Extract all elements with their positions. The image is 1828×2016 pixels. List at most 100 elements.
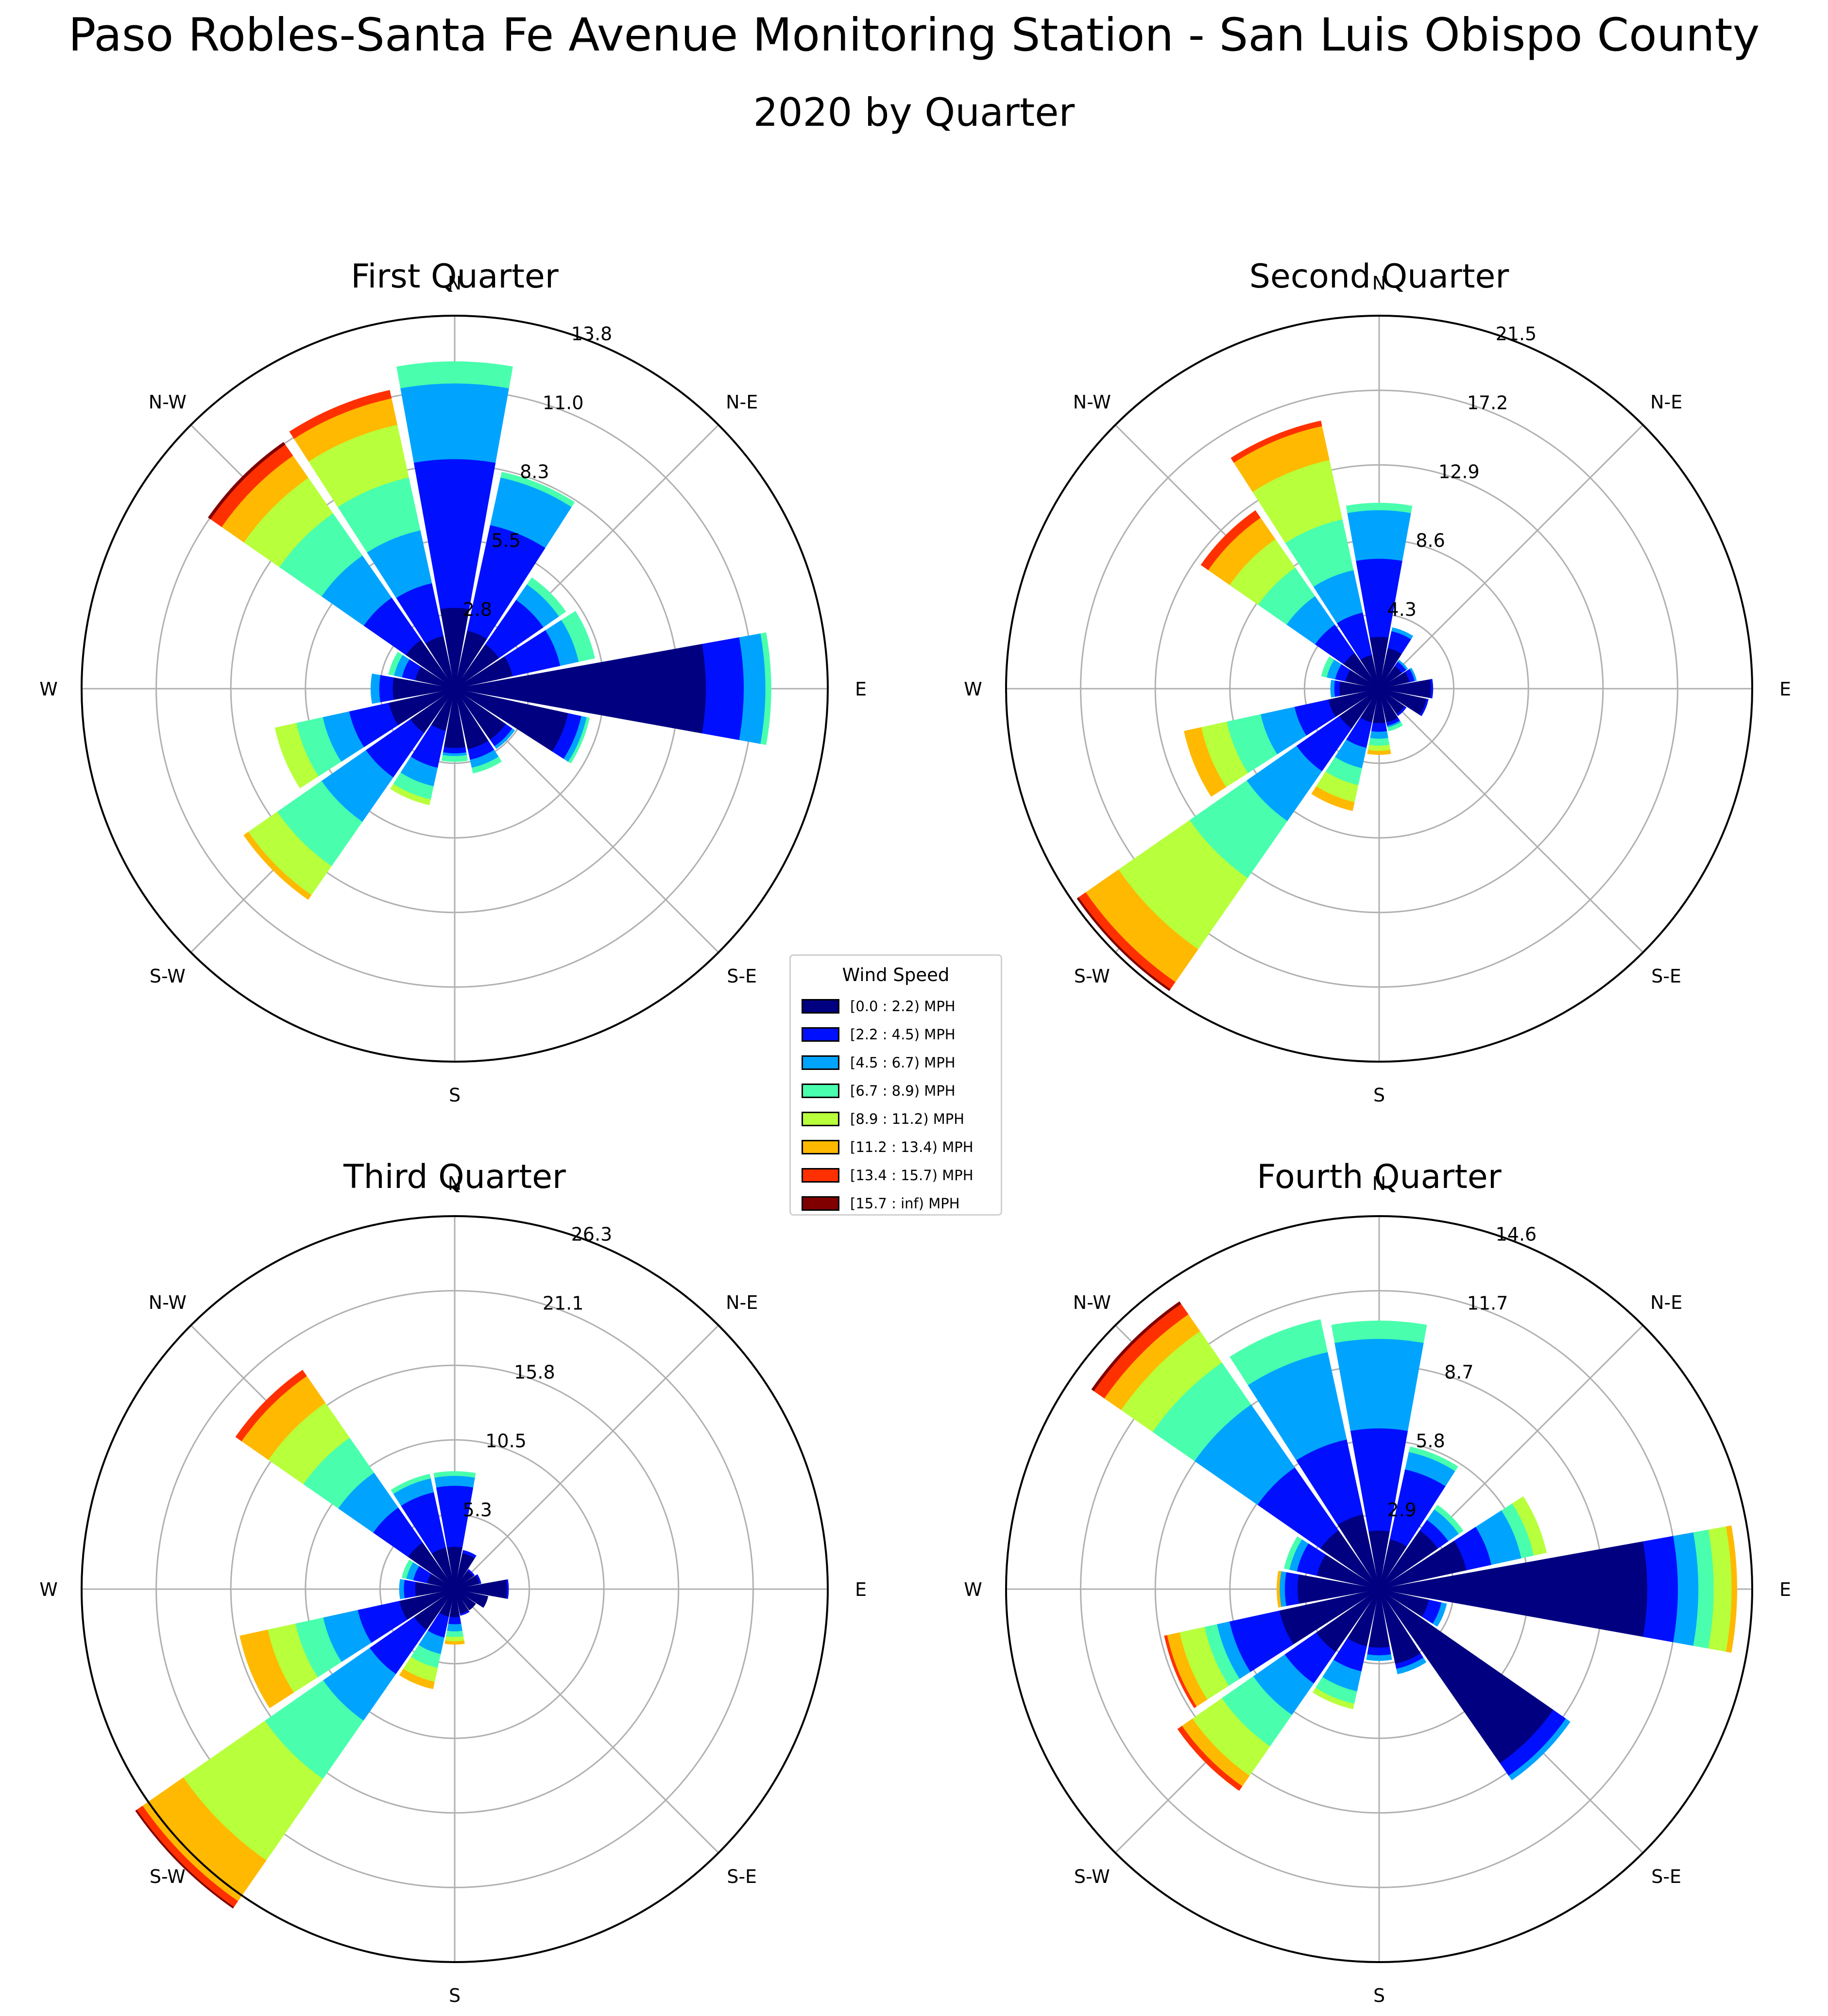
bar-segment (1370, 731, 1388, 740)
direction-label: N-E (726, 391, 758, 413)
figure-subtitle: 2020 by Quarter (753, 90, 1075, 135)
legend-item: [6.7 : 8.9) MPH (791, 1077, 1001, 1105)
sector-bar (454, 577, 566, 689)
bar-segment (1331, 1321, 1427, 1343)
sector-bar (454, 688, 515, 749)
bar-segment (1277, 1571, 1281, 1608)
direction-label: W (964, 678, 982, 700)
direction-label: N (1372, 1173, 1386, 1194)
sector-bar (454, 688, 502, 774)
direction-label: S-W (150, 966, 186, 987)
legend-swatch (802, 1112, 839, 1126)
sector-bar (1230, 420, 1380, 689)
sector-bar (1379, 1589, 1571, 1780)
sector-bar (454, 610, 595, 689)
bar-segment (1434, 1505, 1464, 1534)
legend-label: [15.7 : inf) MPH (850, 1195, 960, 1212)
subplot-title: Third Quarter (343, 1158, 566, 1196)
legend-label: [11.2 : 13.4) MPH (850, 1139, 974, 1155)
bar-segment (1366, 1654, 1392, 1661)
direction-label: N-W (149, 391, 187, 413)
figure-title: Paso Robles-Santa Fe Avenue Monitoring S… (68, 9, 1760, 62)
sector-bar (454, 688, 590, 764)
bar-segment (135, 1810, 234, 1909)
radial-tick-label: 15.8 (514, 1361, 555, 1383)
sector-bar (1379, 1505, 1464, 1590)
direction-label: S-E (727, 1866, 757, 1887)
bar-segment (1321, 656, 1334, 678)
direction-label: E (855, 678, 867, 700)
sector-bar (1379, 1589, 1427, 1675)
windrose-3: Third Quarter 5.3 10.5 15.8 21.1 26.3 N N-E E S-E… (39, 1158, 867, 2006)
sector-bar (1321, 656, 1380, 689)
bar-segment (403, 1579, 416, 1599)
subplot-title: Fourth Quarter (1257, 1158, 1501, 1196)
sector-bar (1177, 1589, 1380, 1791)
bar-segment (1725, 1525, 1737, 1653)
radial-tick-label: 2.8 (463, 599, 492, 620)
bar-segment (1391, 627, 1414, 640)
direction-label: S-W (1074, 966, 1110, 987)
outer-circle (81, 1215, 829, 1963)
sector-bar (135, 1589, 455, 1909)
bar-segment (441, 755, 468, 762)
direction-label: S (449, 1985, 461, 2006)
bar-segment (388, 652, 403, 676)
bar-segment (378, 675, 394, 703)
legend-swatch (802, 999, 839, 1014)
sector-bar (399, 1579, 455, 1599)
legend-label: [0.0 : 2.2) MPH (850, 998, 956, 1015)
sector-bar (433, 1471, 476, 1590)
sector-bar (1379, 1525, 1737, 1653)
bar-segment (208, 442, 286, 520)
bar-segment (1430, 678, 1434, 699)
bar-segment (1230, 1319, 1328, 1386)
sector-bar (1379, 688, 1407, 716)
sector-bar (274, 688, 455, 789)
bar-segment (1284, 1572, 1299, 1607)
sector-bar (370, 673, 455, 704)
sector-bar (454, 1569, 475, 1590)
direction-label: N-W (149, 1292, 187, 1313)
sector-bar (454, 1589, 470, 1616)
subplot-title: Second Quarter (1249, 257, 1509, 296)
sector-bar (454, 472, 575, 689)
subplot-title: First Quarter (351, 257, 558, 296)
direction-label: S (449, 1084, 461, 1106)
sector-bar (1091, 1301, 1380, 1590)
bar-segment (454, 1589, 489, 1608)
bar-segment (433, 1471, 476, 1478)
bar-segment (1200, 510, 1261, 571)
legend-title: Wind Speed (842, 965, 950, 985)
legend-item: [8.9 : 11.2) MPH (791, 1105, 1001, 1133)
outer-circle (1005, 1215, 1753, 1963)
bar-segment (239, 1629, 294, 1709)
bar-segment (760, 632, 771, 745)
windrose-1: First Quarter 2.8 5.5 8.3 11.0 13.8 N N-E E S-E S S… (39, 257, 867, 1106)
sector-bar (1379, 688, 1403, 731)
bar-segment (1177, 1726, 1243, 1791)
legend-swatch (802, 1084, 839, 1098)
bar-segment (467, 1569, 475, 1577)
direction-label: N-E (1650, 1292, 1682, 1313)
bar-segment (1367, 1646, 1391, 1656)
radial-tick-label: 8.3 (520, 461, 549, 482)
bar-segment (471, 756, 502, 774)
bar-segment (1643, 1536, 1678, 1643)
legend-label: [6.7 : 8.9) MPH (850, 1083, 956, 1099)
radial-tick-label: 8.6 (1416, 530, 1445, 551)
radial-tick-label: 4.3 (1387, 599, 1417, 620)
bar-segment (1164, 1635, 1197, 1709)
sector-bar (1164, 1589, 1380, 1709)
sector-bar (1200, 510, 1380, 689)
sector-bar (1330, 679, 1380, 698)
bar-segment (1419, 698, 1429, 716)
direction-label: W (39, 1579, 58, 1600)
bar-segment (448, 1616, 461, 1625)
radial-tick-label: 26.3 (571, 1223, 613, 1245)
sector-bar (1379, 1589, 1447, 1627)
bar-segment (568, 717, 590, 764)
bar-segment (506, 1579, 509, 1599)
bar-segment (1398, 660, 1408, 670)
legend-item: [13.4 : 15.7) MPH (791, 1161, 1001, 1189)
